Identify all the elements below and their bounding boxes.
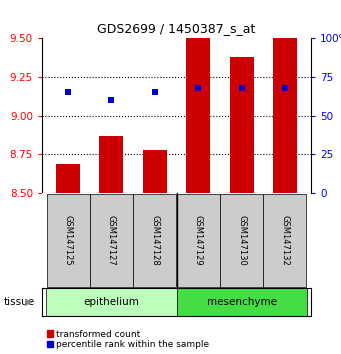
- Text: GSM147127: GSM147127: [107, 215, 116, 266]
- Text: GSM147128: GSM147128: [150, 215, 159, 266]
- Title: GDS2699 / 1450387_s_at: GDS2699 / 1450387_s_at: [97, 22, 256, 35]
- Text: GSM147129: GSM147129: [194, 215, 203, 266]
- Bar: [229, 57, 253, 193]
- Legend: transformed count, percentile rank within the sample: transformed count, percentile rank withi…: [46, 330, 210, 349]
- Bar: [177, 194, 220, 287]
- Bar: [90, 194, 133, 287]
- Bar: [100, 136, 123, 193]
- Bar: [273, 38, 297, 193]
- Text: ▶: ▶: [25, 297, 32, 307]
- Text: GSM147125: GSM147125: [63, 215, 73, 266]
- Bar: [220, 194, 263, 287]
- Bar: [143, 150, 167, 193]
- Bar: [56, 164, 80, 193]
- Text: epithelium: epithelium: [84, 297, 139, 307]
- Text: tissue: tissue: [3, 297, 34, 307]
- Text: GSM147132: GSM147132: [280, 215, 290, 266]
- Bar: [264, 194, 307, 287]
- Text: mesenchyme: mesenchyme: [207, 297, 277, 307]
- Text: GSM147130: GSM147130: [237, 215, 246, 266]
- Bar: [133, 194, 176, 287]
- Bar: [186, 38, 210, 193]
- Bar: [46, 194, 90, 287]
- Bar: [46, 288, 177, 316]
- Bar: [177, 288, 307, 316]
